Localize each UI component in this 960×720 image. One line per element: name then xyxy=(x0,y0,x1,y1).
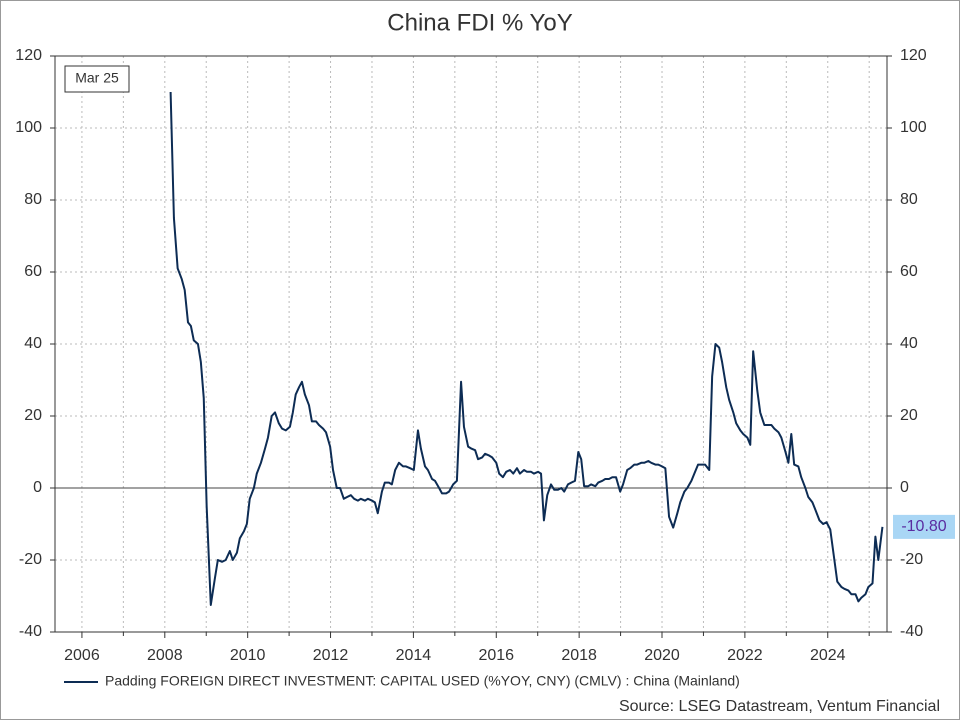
y-tick-label: -40 xyxy=(19,623,42,640)
x-tick-label: 2010 xyxy=(230,647,266,664)
series-line xyxy=(169,91,884,606)
x-tick-label: 2022 xyxy=(727,647,763,664)
x-tick-label: 2014 xyxy=(396,647,432,664)
y-tick-label: -20 xyxy=(19,551,42,568)
x-tick-label: 2024 xyxy=(810,647,846,664)
y2-tick-label: 100 xyxy=(900,119,927,136)
y2-tick-label: 60 xyxy=(900,263,918,280)
y-tick-label: 120 xyxy=(15,47,42,64)
y2-tick-label: 40 xyxy=(900,335,918,352)
x-tick-label: 2012 xyxy=(313,647,349,664)
last-value-box xyxy=(893,514,955,539)
last-value-label: -10.80 xyxy=(901,518,946,535)
x-tick-label: 2008 xyxy=(147,647,183,664)
y2-tick-label: 80 xyxy=(900,191,918,208)
legend-label: Padding FOREIGN DIRECT INVESTMENT: CAPIT… xyxy=(105,673,740,689)
y2-tick-label: 0 xyxy=(900,479,909,496)
y-tick-label: 40 xyxy=(24,335,42,352)
y-tick-label: 100 xyxy=(15,119,42,136)
y-tick-label: 20 xyxy=(24,407,42,424)
x-tick-label: 2018 xyxy=(561,647,597,664)
x-tick-label: 2020 xyxy=(644,647,680,664)
date-box xyxy=(64,65,130,93)
y2-tick-label: -40 xyxy=(900,623,923,640)
y-tick-label: 80 xyxy=(24,191,42,208)
plot-border xyxy=(54,55,888,633)
date-label: Mar 25 xyxy=(75,70,119,86)
x-tick-label: 2016 xyxy=(478,647,514,664)
source: Source: LSEG Datastream, Ventum Financia… xyxy=(619,698,940,715)
y-tick-label: 0 xyxy=(33,479,42,496)
y-tick-label: 60 xyxy=(24,263,42,280)
chart-title: China FDI % YoY xyxy=(387,9,572,36)
y2-tick-label: 120 xyxy=(900,47,927,64)
x-tick-label: 2006 xyxy=(64,647,100,664)
y2-tick-label: 20 xyxy=(900,407,918,424)
y2-tick-label: -20 xyxy=(900,551,923,568)
